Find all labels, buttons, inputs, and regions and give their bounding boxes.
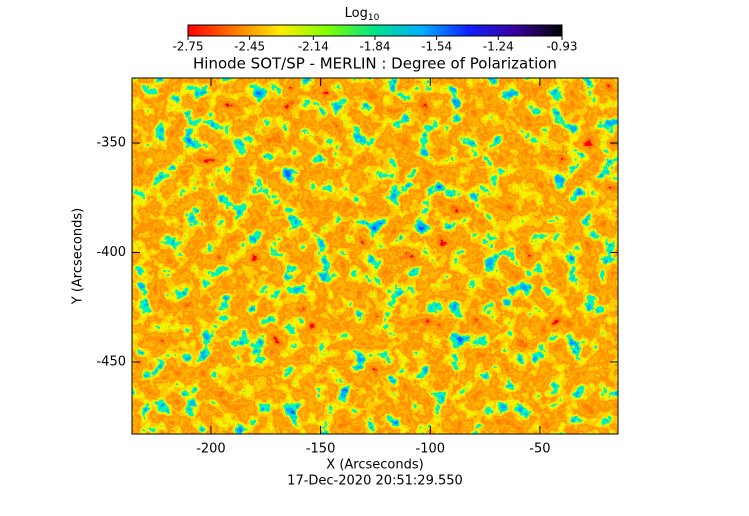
y-tick-label: -400 (96, 245, 126, 260)
colorbar-tick-label: -2.75 (172, 40, 203, 54)
x-tick-label: -150 (306, 442, 336, 457)
x-tick-label: -100 (416, 442, 446, 457)
colorbar-tick-label: -2.14 (298, 40, 329, 54)
timestamp: 17-Dec-2020 20:51:29.550 (287, 474, 463, 489)
colorbar-tick-label: -1.54 (421, 40, 452, 54)
x-tick-label: -200 (196, 442, 226, 457)
colorbar-tick-label: -0.93 (546, 40, 577, 54)
x-axis-label: X (Arcseconds) (326, 458, 423, 473)
colorbar-tick-label: -2.45 (234, 40, 265, 54)
colorbar-label: Log10 (345, 6, 380, 23)
y-axis-label: Y (Arcseconds) (71, 208, 86, 305)
polarization-map (132, 78, 618, 434)
colorbar-tick-label: -1.84 (359, 40, 390, 54)
plot-frame (131, 77, 619, 435)
x-tick-label: -50 (529, 442, 550, 457)
colorbar-tick-label: -1.24 (483, 40, 514, 54)
chart-title: Hinode SOT/SP - MERLIN : Degree of Polar… (193, 55, 557, 73)
y-tick-label: -450 (96, 354, 126, 369)
y-tick-label: -350 (96, 136, 126, 151)
colorbar (187, 24, 563, 37)
